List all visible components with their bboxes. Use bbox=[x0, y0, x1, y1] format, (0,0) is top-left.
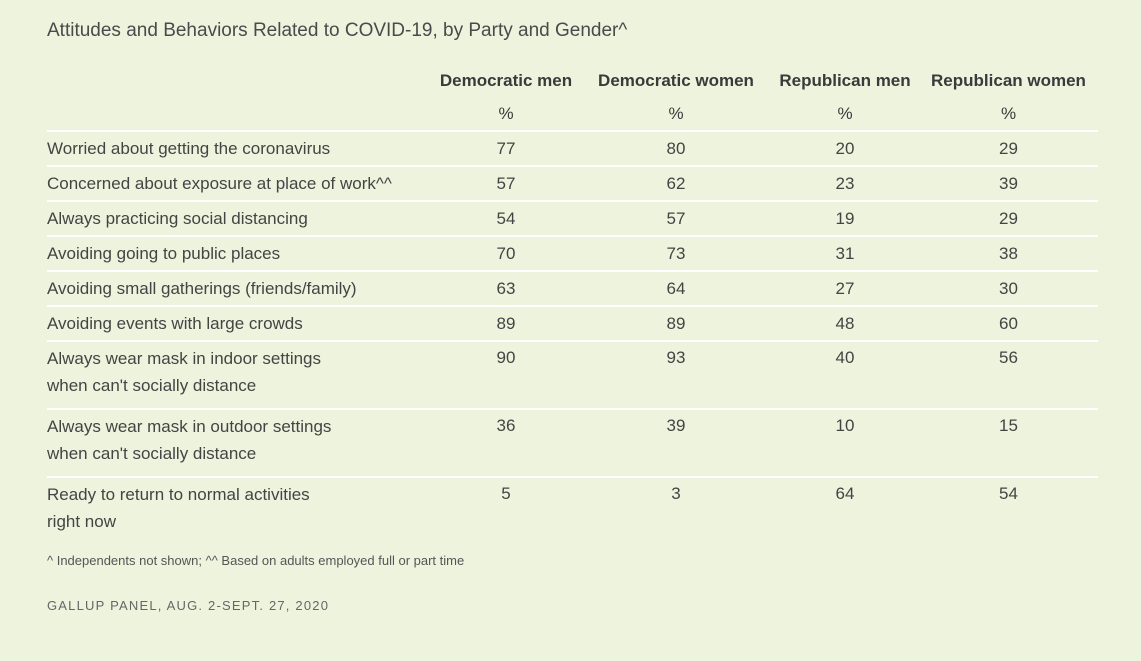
row-label: Avoiding going to public places bbox=[47, 236, 431, 272]
row-value: 63 bbox=[431, 271, 581, 307]
row-value: 57 bbox=[581, 201, 771, 237]
row-label: Concerned about exposure at place of wor… bbox=[47, 166, 431, 202]
row-label-line: when can't socially distance bbox=[47, 444, 257, 463]
row-value: 54 bbox=[999, 484, 1018, 503]
row-label: Always wear mask in outdoor settings when… bbox=[47, 409, 431, 478]
table-row: Always wear mask in outdoor settings when… bbox=[47, 409, 1098, 478]
unit-label: % bbox=[919, 98, 1098, 132]
row-value: 89 bbox=[581, 306, 771, 342]
row-value: 56 bbox=[919, 341, 1098, 410]
unit-empty-cell bbox=[47, 98, 431, 132]
row-label: Avoiding small gatherings (friends/famil… bbox=[47, 271, 431, 307]
row-value: 10 bbox=[771, 409, 919, 478]
table-row: Concerned about exposure at place of wor… bbox=[47, 166, 1098, 202]
row-value: 62 bbox=[581, 166, 771, 202]
row-value: 70 bbox=[431, 236, 581, 272]
table-row: Avoiding events with large crowds 89 89 48 6… bbox=[47, 306, 1098, 342]
table-row: Avoiding going to public places 70 73 31 38 bbox=[47, 236, 1098, 272]
row-label: Worried about getting the coronavirus bbox=[47, 131, 431, 167]
table-body: Worried about getting the coronavirus 77 8… bbox=[47, 131, 1098, 544]
row-label-line: Always wear mask in indoor settings bbox=[47, 349, 322, 368]
row-value: 19 bbox=[771, 201, 919, 237]
row-value: 27 bbox=[771, 271, 919, 307]
row-label: Always practicing social distancing bbox=[47, 201, 431, 237]
row-value: 57 bbox=[431, 166, 581, 202]
row-label-line: Concerned about exposure at place of wor… bbox=[47, 174, 392, 193]
row-label: Ready to return to normal activities righ… bbox=[47, 477, 431, 544]
row-label-line: Avoiding small gatherings (friends/famil… bbox=[47, 279, 357, 298]
row-label: Always wear mask in indoor settings when … bbox=[47, 341, 431, 410]
row-value: 3 bbox=[671, 484, 681, 503]
row-value: 80 bbox=[581, 131, 771, 167]
table-title: Attitudes and Behaviors Related to COVID… bbox=[47, 20, 628, 41]
row-value: 36 bbox=[431, 409, 581, 478]
row-value: 23 bbox=[771, 166, 919, 202]
column-header-republican-women: Republican women bbox=[931, 71, 1086, 90]
row-value: 20 bbox=[771, 131, 919, 167]
row-value: 40 bbox=[771, 341, 919, 410]
table-row: Always practicing social distancing 54 57 1… bbox=[47, 201, 1098, 237]
row-label-line: when can't socially distance bbox=[47, 376, 257, 395]
column-header-democratic-women: Democratic women bbox=[598, 71, 754, 90]
row-value: 29 bbox=[919, 131, 1098, 167]
row-value: 90 bbox=[431, 341, 581, 410]
row-label-line: Worried about getting the coronavirus bbox=[47, 139, 331, 158]
data-table: Democratic men Democratic women Republic… bbox=[47, 64, 1098, 544]
row-value: 38 bbox=[919, 236, 1098, 272]
unit-row: % % % % bbox=[47, 98, 1098, 132]
row-value: 73 bbox=[581, 236, 771, 272]
row-value: 5 bbox=[501, 484, 511, 503]
row-label-line: Always wear mask in outdoor settings bbox=[47, 417, 332, 436]
column-header-row: Democratic men Democratic women Republic… bbox=[47, 64, 1098, 98]
row-value: 39 bbox=[919, 166, 1098, 202]
row-value: 89 bbox=[431, 306, 581, 342]
row-label-line: Avoiding going to public places bbox=[47, 244, 281, 263]
row-value: 30 bbox=[919, 271, 1098, 307]
row-value: 54 bbox=[431, 201, 581, 237]
row-value: 15 bbox=[919, 409, 1098, 478]
unit-label: % bbox=[431, 98, 581, 132]
row-value: 48 bbox=[771, 306, 919, 342]
row-value: 60 bbox=[919, 306, 1098, 342]
table-row: Ready to return to normal activities righ… bbox=[47, 477, 1098, 544]
row-label-line: right now bbox=[47, 512, 116, 531]
unit-label: % bbox=[581, 98, 771, 132]
unit-label: % bbox=[771, 98, 919, 132]
footnote: ^ Independents not shown; ^^ Based on ad… bbox=[47, 553, 465, 568]
row-value: 77 bbox=[431, 131, 581, 167]
row-value: 29 bbox=[919, 201, 1098, 237]
row-value: 39 bbox=[581, 409, 771, 478]
column-header-republican-men: Republican men bbox=[779, 71, 911, 90]
row-value: 64 bbox=[835, 484, 855, 503]
column-header-democratic-men: Democratic men bbox=[439, 71, 573, 90]
row-label-line: Always practicing social distancing bbox=[47, 209, 308, 228]
row-label: Avoiding events with large crowds bbox=[47, 306, 431, 342]
row-label-line: Avoiding events with large crowds bbox=[47, 314, 303, 333]
row-value: 31 bbox=[771, 236, 919, 272]
table-row: Avoiding small gatherings (friends/famil… bbox=[47, 271, 1098, 307]
table-row: Worried about getting the coronavirus 77 8… bbox=[47, 131, 1098, 167]
row-value: 64 bbox=[581, 271, 771, 307]
header-empty-cell bbox=[47, 64, 431, 98]
row-label-line: Ready to return to normal activities bbox=[47, 485, 310, 504]
source-note: GALLUP PANEL, AUG. 2-SEPT. 27, 2020 bbox=[47, 598, 330, 613]
table-row: Always wear mask in indoor settings when … bbox=[47, 341, 1098, 410]
row-value: 93 bbox=[581, 341, 771, 410]
